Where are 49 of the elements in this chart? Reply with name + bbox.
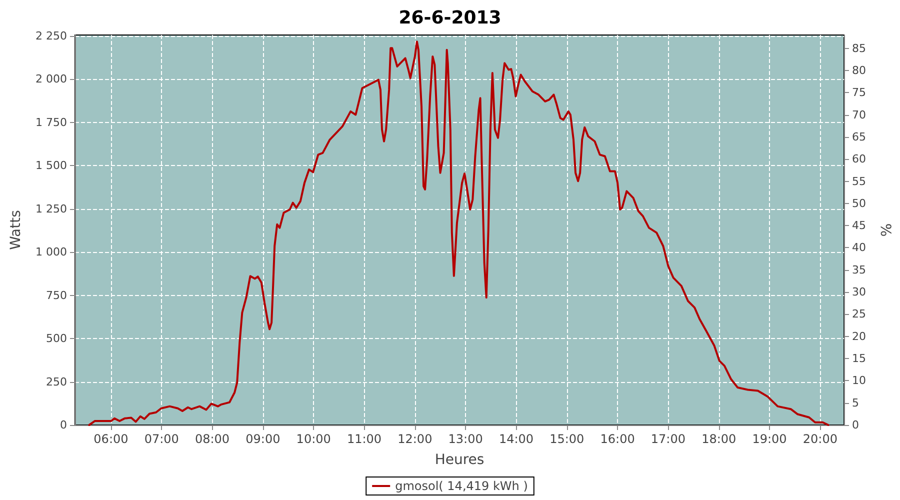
y2-tick-label: 30 <box>852 286 866 299</box>
x-tick-label: 11:00 <box>346 432 382 446</box>
y-tick-label: 0 <box>60 418 67 432</box>
y2-tick-label: 85 <box>852 42 866 55</box>
x-tick-label: 15:00 <box>550 432 584 446</box>
x-tick-label: 10:00 <box>296 432 331 446</box>
y2-tick-label: 65 <box>852 130 866 144</box>
y2-tick-label: 70 <box>852 108 866 122</box>
y-tick-label: 2 000 <box>36 72 67 86</box>
y2-axis-title: % <box>877 223 893 237</box>
x-tick-label: 18:00 <box>702 432 736 446</box>
x-tick-label: 14:00 <box>498 432 534 446</box>
y2-tick-label: 50 <box>852 196 866 210</box>
y2-tick-label: 75 <box>852 86 866 100</box>
x-tick-label: 17:00 <box>650 432 686 446</box>
y-tick-label: 250 <box>46 375 67 388</box>
y-tick-label: 1 250 <box>36 202 67 216</box>
y2-tick-label: 0 <box>852 418 859 432</box>
y2-tick-label: 20 <box>852 330 866 343</box>
x-tick-label: 06:00 <box>94 432 128 446</box>
x-axis-title: Heures <box>434 452 484 468</box>
y2-tick-label: 35 <box>852 263 866 276</box>
y-tick-label: 2 250 <box>36 29 67 42</box>
y2-tick-label: 5 <box>852 396 859 410</box>
y2-tick-label: 55 <box>852 174 866 188</box>
y2-tick-label: 40 <box>852 241 866 254</box>
y-tick-label: 750 <box>46 288 67 302</box>
y2-tick-label: 10 <box>852 374 866 388</box>
x-tick-label: 09:00 <box>246 432 280 446</box>
y-tick-label: 1 500 <box>36 159 67 172</box>
x-tick-label: 13:00 <box>448 432 483 446</box>
x-tick-label: 16:00 <box>600 432 635 446</box>
x-tick-label: 08:00 <box>194 432 230 446</box>
y-tick-label: 500 <box>46 332 67 346</box>
y-tick-label: 1 750 <box>36 116 67 129</box>
x-tick-label: 12:00 <box>398 432 432 446</box>
y2-tick-label: 80 <box>852 64 866 77</box>
y-axis-title: Watts <box>8 210 24 250</box>
y2-tick-label: 15 <box>852 352 866 366</box>
y-tick-label: 1 000 <box>36 246 67 259</box>
y2-tick-label: 60 <box>852 152 866 166</box>
x-tick-label: 07:00 <box>144 432 179 446</box>
chart-title: 26-6-2013 <box>398 8 502 28</box>
x-tick-label: 19:00 <box>752 432 787 446</box>
y2-tick-label: 45 <box>852 219 866 232</box>
y2-tick-label: 25 <box>852 308 866 321</box>
x-tick-label: 20:00 <box>802 432 838 446</box>
legend-label: gmosol( 14,419 kWh ) <box>395 479 528 493</box>
line-series <box>88 40 830 426</box>
